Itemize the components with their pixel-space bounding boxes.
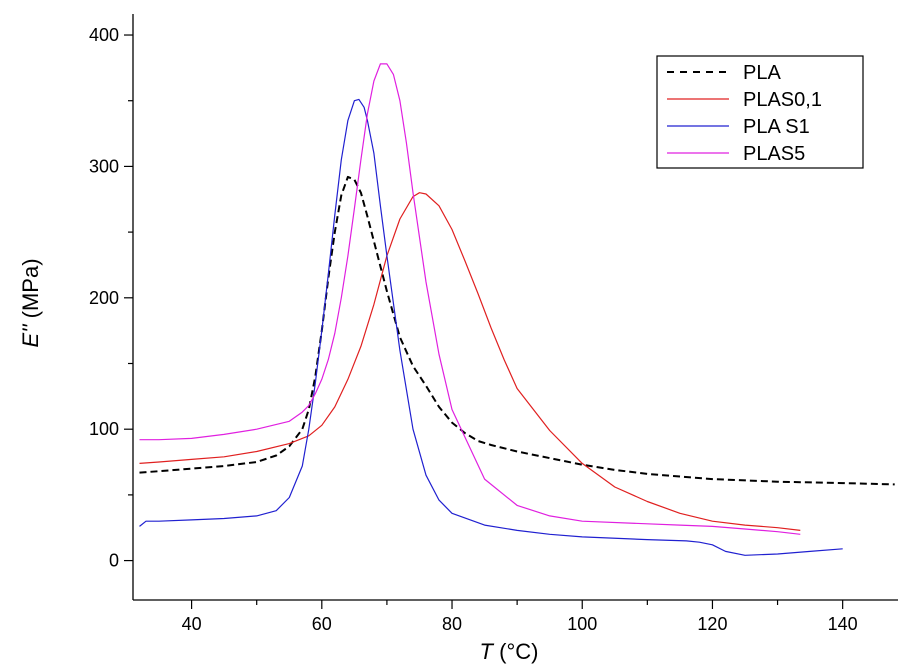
series-line	[139, 175, 895, 486]
legend-label: PLA	[743, 62, 781, 84]
legend-label: PLA S1	[743, 116, 810, 138]
y-tick-label: 100	[89, 419, 119, 439]
x-tick-label: 140	[828, 614, 858, 634]
legend: PLA PLAS0,1 PLA S1 PLAS5	[656, 55, 864, 169]
axes: 40 60 80 100 120 140 0 100 200 300 400	[89, 14, 898, 634]
x-tick-label: 60	[312, 614, 332, 634]
legend-label: PLAS5	[743, 143, 805, 165]
legend-label: PLAS0,1	[743, 89, 822, 111]
y-axis-label: E'' (MPa)	[18, 258, 43, 347]
x-axis-label: T (°C)	[480, 639, 539, 664]
x-tick-label: 100	[567, 614, 597, 634]
y-tick-label: 400	[89, 25, 119, 45]
x-tick-label: 40	[182, 614, 202, 634]
y-tick-label: 200	[89, 288, 119, 308]
series-line	[139, 63, 801, 535]
x-tick-label: 120	[697, 614, 727, 634]
series-line	[139, 98, 843, 556]
x-tick-label: 80	[442, 614, 462, 634]
legend-box	[656, 55, 864, 169]
y-tick-label: 0	[109, 551, 119, 571]
plot-area	[139, 63, 895, 556]
y-tick-label: 300	[89, 156, 119, 176]
series-line	[139, 192, 801, 531]
